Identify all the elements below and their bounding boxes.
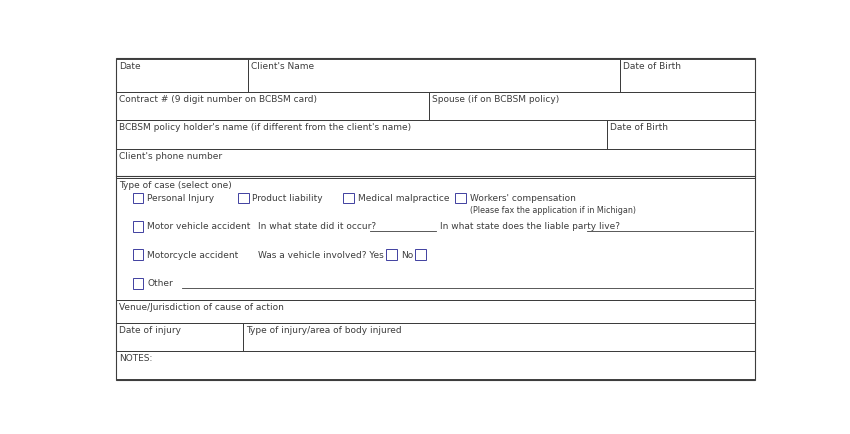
Text: Client's Name: Client's Name bbox=[252, 62, 314, 70]
Text: Product liability: Product liability bbox=[252, 194, 323, 202]
Bar bbox=[133, 221, 143, 232]
Text: Date of injury: Date of injury bbox=[119, 325, 181, 334]
Bar bbox=[429, 93, 755, 121]
Bar bbox=[116, 179, 755, 300]
Text: Personal Injury: Personal Injury bbox=[147, 194, 214, 202]
Text: Date of Birth: Date of Birth bbox=[610, 122, 668, 132]
Text: Spouse (if on BCBSM policy): Spouse (if on BCBSM policy) bbox=[433, 95, 559, 104]
Text: No: No bbox=[400, 250, 413, 259]
Text: Medical malpractice: Medical malpractice bbox=[358, 194, 450, 202]
Bar bbox=[456, 193, 466, 204]
Bar bbox=[248, 59, 620, 93]
Bar bbox=[133, 250, 143, 260]
Text: Workers' compensation: Workers' compensation bbox=[470, 194, 575, 202]
Text: Motorcycle accident: Motorcycle accident bbox=[147, 250, 238, 259]
Bar bbox=[243, 323, 755, 351]
Bar bbox=[116, 300, 755, 323]
Bar bbox=[415, 250, 426, 260]
Text: In what state did it occur?: In what state did it occur? bbox=[258, 222, 376, 231]
Text: Date: Date bbox=[119, 62, 141, 70]
Bar bbox=[238, 193, 248, 204]
Bar bbox=[116, 351, 755, 379]
Text: Type of injury/area of body injured: Type of injury/area of body injured bbox=[246, 325, 402, 334]
Text: Motor vehicle accident: Motor vehicle accident bbox=[147, 222, 251, 231]
Bar bbox=[133, 193, 143, 204]
Bar bbox=[116, 323, 243, 351]
Text: In what state does the liable party live?: In what state does the liable party live… bbox=[439, 222, 620, 231]
Text: Client's phone number: Client's phone number bbox=[119, 151, 223, 161]
Text: Venue/Jurisdiction of cause of action: Venue/Jurisdiction of cause of action bbox=[119, 302, 284, 311]
Bar bbox=[607, 121, 755, 150]
Text: BCBSM policy holder's name (if different from the client's name): BCBSM policy holder's name (if different… bbox=[119, 122, 411, 132]
Bar bbox=[116, 59, 248, 93]
Text: NOTES:: NOTES: bbox=[119, 353, 153, 362]
Bar bbox=[133, 278, 143, 289]
Bar bbox=[620, 59, 755, 93]
Text: (Please fax the application if in Michigan): (Please fax the application if in Michig… bbox=[470, 206, 636, 215]
Text: Contract # (9 digit number on BCBSM card): Contract # (9 digit number on BCBSM card… bbox=[119, 95, 317, 104]
Bar bbox=[386, 250, 397, 260]
Bar bbox=[116, 121, 607, 150]
Text: Type of case (select one): Type of case (select one) bbox=[119, 181, 232, 190]
Text: Was a vehicle involved? Yes: Was a vehicle involved? Yes bbox=[258, 250, 383, 259]
Bar bbox=[116, 93, 429, 121]
Text: Date of Birth: Date of Birth bbox=[623, 62, 682, 70]
Bar bbox=[116, 150, 755, 176]
Bar bbox=[343, 193, 354, 204]
Text: Other: Other bbox=[147, 279, 173, 288]
